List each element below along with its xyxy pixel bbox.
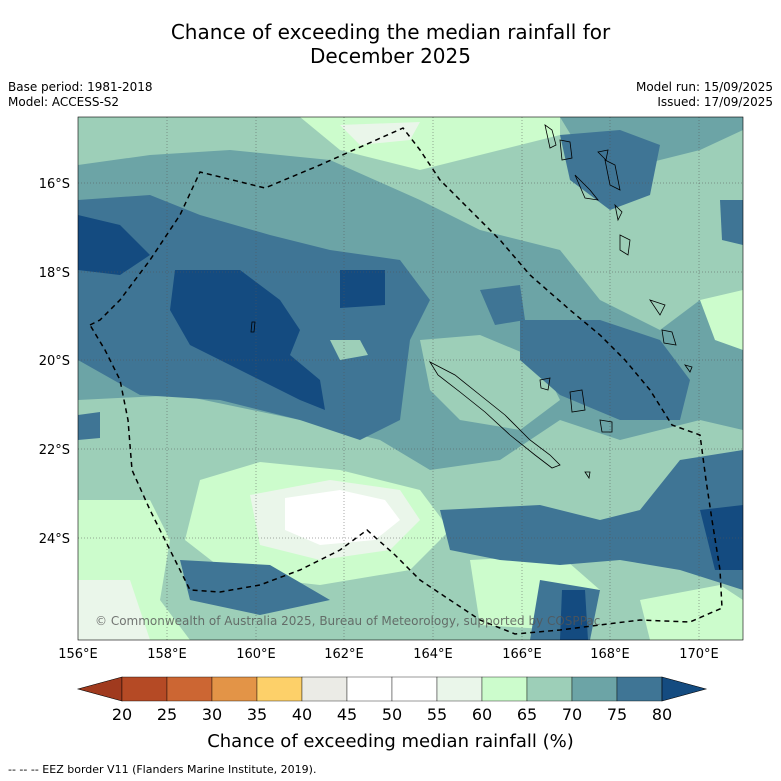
lat-label: 20°S [39,354,70,369]
model-name: Model: ACCESS-S2 [8,95,120,109]
colorbar-tick: 65 [517,705,537,724]
colorbar-label: Chance of exceeding median rainfall (%) [207,731,574,752]
colorbar-extend-high [661,676,708,702]
colorbar-tick: 40 [292,705,312,724]
loyalty-islands [539,377,613,480]
colorbar-tick: 55 [427,705,447,724]
gridlines [78,117,743,640]
colorbar-bin [391,676,438,702]
colorbar-bin [571,676,618,702]
colorbar-bin [211,676,258,702]
lon-label: 162°E [324,647,364,662]
eez-border [88,127,723,635]
chesterfield-islands [250,321,256,333]
colorbar-tick: 70 [562,705,582,724]
lat-axis: 16°S 18°S 20°S 22°S 24°S [39,177,70,547]
lon-label: 160°E [236,647,276,662]
model-run: Model run: 15/09/2025 [635,80,773,94]
colorbar-extend-low [76,676,123,702]
eez-footnote: -- -- -- EEZ border V11 (Flanders Marine… [8,763,317,776]
colorbar: 20 25 30 35 40 45 50 55 60 65 70 75 80 [76,676,708,724]
colorbar-bin [436,676,483,702]
map-field [78,117,743,640]
colorbar-tick: 25 [157,705,177,724]
colorbar-bin [526,676,573,702]
colorbar-bin [256,676,303,702]
colorbar-bin [481,676,528,702]
lat-label: 22°S [39,443,70,458]
issued-date: Issued: 17/09/2025 [657,95,773,109]
colorbar-bin [301,676,348,702]
lon-label: 164°E [413,647,453,662]
colorbar-tick: 20 [112,705,132,724]
title-line-2: December 2025 [310,44,471,68]
colorbar-bin [616,676,663,702]
new-caledonia-island [428,360,561,469]
map-title: Chance of exceeding the median rainfall … [0,20,781,68]
meta-right: Model run: 15/09/2025 Issued: 17/09/2025 [636,80,773,110]
colorbar-tick: 50 [382,705,402,724]
colorbar-bin [166,676,213,702]
lon-label: 156°E [58,647,98,662]
lat-label: 24°S [39,532,70,547]
colorbar-tick: 75 [607,705,627,724]
colorbar-bin [121,676,168,702]
vanuatu-islands [544,124,693,373]
lat-label: 18°S [39,266,70,281]
lon-label: 170°E [679,647,719,662]
colorbar-tick: 60 [472,705,492,724]
title-line-1: Chance of exceeding the median rainfall … [170,20,611,44]
colorbar-tick: 80 [652,705,672,724]
base-period: Base period: 1981-2018 [8,80,153,94]
lon-label: 158°E [147,647,187,662]
lon-label: 168°E [590,647,630,662]
colorbar-tick: 30 [202,705,222,724]
colorbar-tick: 35 [247,705,267,724]
lat-label: 16°S [39,177,70,192]
lon-label: 166°E [502,647,542,662]
colorbar-tick: 45 [337,705,357,724]
lon-axis: 156°E 158°E 160°E 162°E 164°E 166°E 168°… [58,647,719,662]
colorbar-bin [346,676,393,702]
copyright-notice: © Commonwealth of Australia 2025, Bureau… [95,614,601,628]
map-frame [77,116,744,641]
meta-left: Base period: 1981-2018 Model: ACCESS-S2 [8,80,153,110]
